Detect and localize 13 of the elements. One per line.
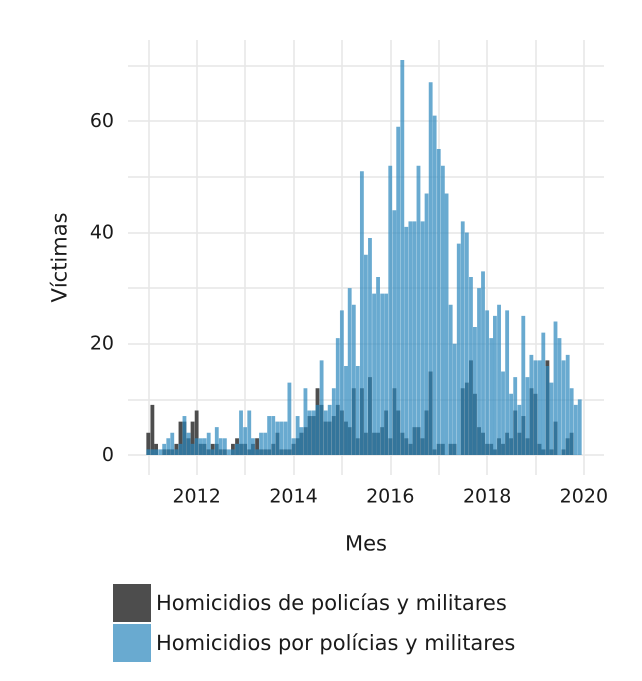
- x-tick-label: 2016: [366, 486, 414, 508]
- x-tick-label: 2020: [560, 486, 608, 508]
- x-tick-label: 2014: [269, 486, 318, 508]
- legend-label: Homicidios por polícias y militares: [156, 631, 516, 655]
- y-tick-label: 20: [90, 332, 114, 355]
- y-tick-label: 0: [102, 444, 114, 466]
- y-tick-label: 40: [90, 221, 114, 244]
- y-tick-label: 60: [90, 110, 114, 132]
- x-tick-label: 2018: [462, 486, 512, 508]
- y-axis-title: Víctimas: [48, 212, 72, 303]
- x-axis-title: Mes: [345, 532, 387, 556]
- legend-label: Homicidios de policías y militares: [156, 591, 507, 615]
- x-tick-label: 2012: [172, 486, 221, 508]
